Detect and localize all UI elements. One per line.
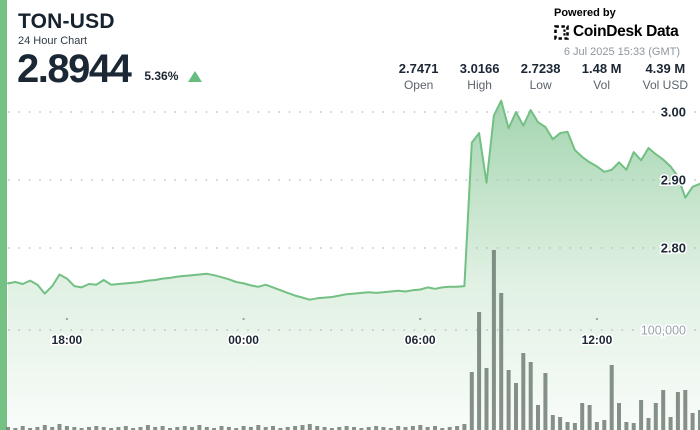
svg-text:2.80: 2.80: [661, 241, 686, 256]
attribution-block: Powered by CoinDesk Data 6 Jul 2025 15:3…: [554, 7, 680, 58]
svg-text:2.90: 2.90: [661, 173, 686, 188]
change-percent: 5.36%: [144, 69, 179, 83]
stats-row: 2.7471 Open 3.0166 High 2.7238 Low 1.48 …: [399, 61, 688, 92]
price-area: [8, 100, 700, 430]
price-line: [7, 99, 700, 301]
axis-labels: 3.00 2.90 2.80 100,000 18:00 00:00 06:00 12:00: [50, 103, 688, 349]
svg-text:18:00: 18:00: [52, 333, 83, 347]
stat-high-value: 3.0166: [459, 61, 500, 76]
stat-open: 2.7471 Open: [399, 61, 439, 92]
stat-open-label: Open: [403, 78, 434, 92]
svg-text:06:00: 06:00: [405, 333, 436, 347]
svg-text:3.00: 3.00: [661, 105, 686, 120]
stat-high-label: High: [467, 78, 492, 92]
title-block: TON-USD 24 Hour Chart: [18, 10, 115, 48]
stat-high: 3.0166 High: [460, 61, 500, 92]
brand-name: CoinDesk Data: [573, 23, 679, 40]
stat-low: 2.7238 Low: [521, 61, 561, 92]
volume-bars: [6, 250, 700, 430]
timestamp: 6 Jul 2025 15:33 (GMT): [563, 46, 680, 58]
stat-open-value: 2.7471: [398, 61, 439, 76]
stat-vol-usd-label: Vol USD: [642, 78, 688, 92]
coindesk-logo-icon: [554, 24, 569, 40]
stat-vol-value: 1.48 M: [581, 61, 622, 76]
svg-text:12:00: 12:00: [582, 333, 613, 347]
stat-vol-label: Vol: [593, 78, 610, 92]
left-accent-bar: [0, 0, 7, 430]
stat-low-label: Low: [529, 78, 552, 92]
chart-subtitle: 24 Hour Chart: [18, 35, 88, 47]
stat-low-value: 2.7238: [520, 61, 561, 76]
brand-row: CoinDesk Data: [554, 23, 680, 41]
price-row: 2.8944 5.36%: [17, 47, 203, 91]
powered-by-label: Powered by: [554, 7, 616, 19]
svg-text:00:00: 00:00: [228, 333, 259, 347]
up-triangle-icon: [188, 71, 203, 82]
stat-vol-usd: 4.39 M Vol USD: [643, 61, 688, 92]
svg-text:100,000: 100,000: [641, 324, 686, 338]
stat-vol-usd-value: 4.39 M: [645, 61, 686, 76]
stat-vol: 1.48 M Vol: [582, 61, 622, 92]
instrument-symbol: TON-USD: [18, 10, 115, 33]
gridlines: [8, 111, 698, 331]
current-price: 2.8944: [17, 47, 132, 91]
